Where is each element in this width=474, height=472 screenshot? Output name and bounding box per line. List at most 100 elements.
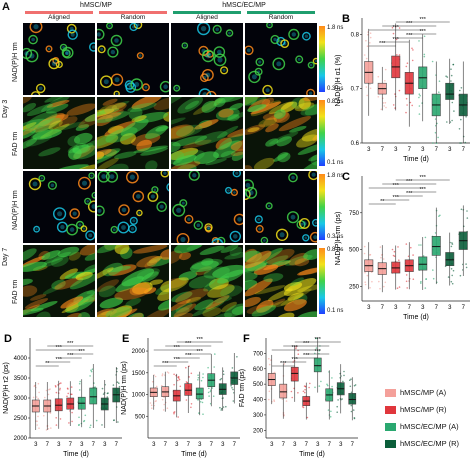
y-tick-label: 4000 bbox=[14, 356, 28, 362]
y-axis-label: FAD τm (ps) bbox=[239, 369, 246, 407]
data-point bbox=[103, 392, 106, 394]
data-point bbox=[200, 379, 203, 382]
box bbox=[77, 396, 86, 410]
data-point bbox=[343, 374, 345, 377]
data-point bbox=[199, 401, 202, 403]
data-point bbox=[232, 375, 235, 378]
y-tick-label: 500 bbox=[135, 414, 146, 420]
data-point bbox=[384, 102, 387, 104]
data-point bbox=[115, 406, 118, 408]
data-point bbox=[293, 387, 295, 390]
data-point bbox=[220, 392, 223, 395]
data-point bbox=[408, 277, 411, 280]
data-point bbox=[67, 392, 69, 395]
data-point bbox=[95, 419, 98, 422]
microscopy-tile bbox=[244, 22, 318, 96]
data-point bbox=[155, 400, 157, 402]
data-point bbox=[295, 347, 297, 350]
data-point bbox=[46, 425, 49, 428]
data-point bbox=[431, 235, 434, 238]
sig-label: *** bbox=[315, 349, 322, 355]
y-tick-label: 250 bbox=[349, 284, 360, 290]
data-point bbox=[188, 376, 190, 378]
x-tick-label: 3 bbox=[103, 442, 107, 448]
data-point bbox=[36, 406, 39, 409]
data-point bbox=[418, 113, 421, 115]
data-point bbox=[418, 105, 421, 107]
data-point bbox=[151, 407, 153, 410]
legend-label: hMSC/MP (A) bbox=[400, 388, 447, 397]
data-point bbox=[329, 397, 331, 400]
data-point bbox=[105, 407, 107, 410]
y-tick-label: 0.7 bbox=[351, 87, 360, 93]
data-point bbox=[435, 224, 438, 227]
data-point bbox=[177, 375, 180, 378]
data-point bbox=[462, 263, 464, 266]
data-point bbox=[353, 417, 356, 419]
sig-label: *** bbox=[420, 187, 427, 193]
x-tick-label: 3 bbox=[448, 147, 452, 153]
y-tick-label: 3000 bbox=[14, 396, 28, 402]
sig-label: *** bbox=[185, 341, 192, 347]
data-point bbox=[435, 124, 437, 127]
data-point bbox=[406, 73, 408, 75]
data-point bbox=[188, 385, 190, 388]
box bbox=[313, 357, 322, 373]
data-point bbox=[423, 55, 426, 58]
data-point bbox=[176, 379, 179, 382]
x-tick-label: 7 bbox=[408, 305, 412, 311]
data-point bbox=[367, 82, 370, 84]
data-point bbox=[410, 87, 412, 90]
box bbox=[31, 399, 40, 413]
data-point bbox=[272, 372, 275, 375]
data-point bbox=[208, 387, 210, 390]
data-point bbox=[445, 75, 447, 77]
data-point bbox=[369, 287, 371, 289]
data-point bbox=[318, 358, 321, 361]
data-point bbox=[408, 280, 410, 282]
data-point bbox=[432, 277, 435, 280]
data-point bbox=[392, 32, 395, 35]
data-point bbox=[69, 410, 71, 412]
data-point bbox=[365, 57, 368, 60]
data-point bbox=[155, 392, 158, 394]
microscopy-tile bbox=[170, 22, 244, 96]
data-point bbox=[451, 274, 454, 277]
data-point bbox=[307, 399, 310, 401]
data-point bbox=[89, 426, 91, 429]
data-point bbox=[397, 246, 399, 248]
box bbox=[348, 393, 357, 405]
data-point bbox=[405, 243, 408, 245]
data-point bbox=[104, 383, 106, 386]
data-point bbox=[231, 387, 233, 389]
data-point bbox=[459, 274, 462, 277]
data-point bbox=[394, 93, 396, 95]
data-point bbox=[38, 427, 40, 430]
data-point bbox=[190, 403, 193, 405]
box bbox=[391, 55, 401, 79]
group-header: hMSC/MP bbox=[80, 2, 112, 9]
data-point bbox=[167, 372, 170, 374]
legend-item: hMSC/EC/MP (A) bbox=[385, 422, 459, 431]
data-point bbox=[391, 62, 393, 64]
data-point bbox=[49, 412, 52, 414]
data-point bbox=[166, 371, 169, 373]
data-point bbox=[465, 263, 467, 265]
data-point bbox=[378, 89, 381, 92]
data-point bbox=[47, 428, 50, 430]
data-point bbox=[161, 398, 164, 401]
group-color-bar bbox=[99, 11, 167, 14]
data-point bbox=[369, 83, 371, 86]
y-tick-label: 2000 bbox=[132, 349, 146, 355]
data-point bbox=[279, 386, 281, 388]
data-point bbox=[451, 263, 453, 265]
data-point bbox=[113, 419, 115, 421]
data-point bbox=[149, 390, 152, 393]
x-tick-label: 3 bbox=[221, 442, 225, 448]
data-point bbox=[208, 376, 210, 379]
data-point bbox=[55, 417, 57, 419]
data-point bbox=[466, 230, 468, 233]
data-point bbox=[438, 249, 440, 251]
data-point bbox=[349, 385, 352, 388]
data-point bbox=[46, 406, 48, 409]
